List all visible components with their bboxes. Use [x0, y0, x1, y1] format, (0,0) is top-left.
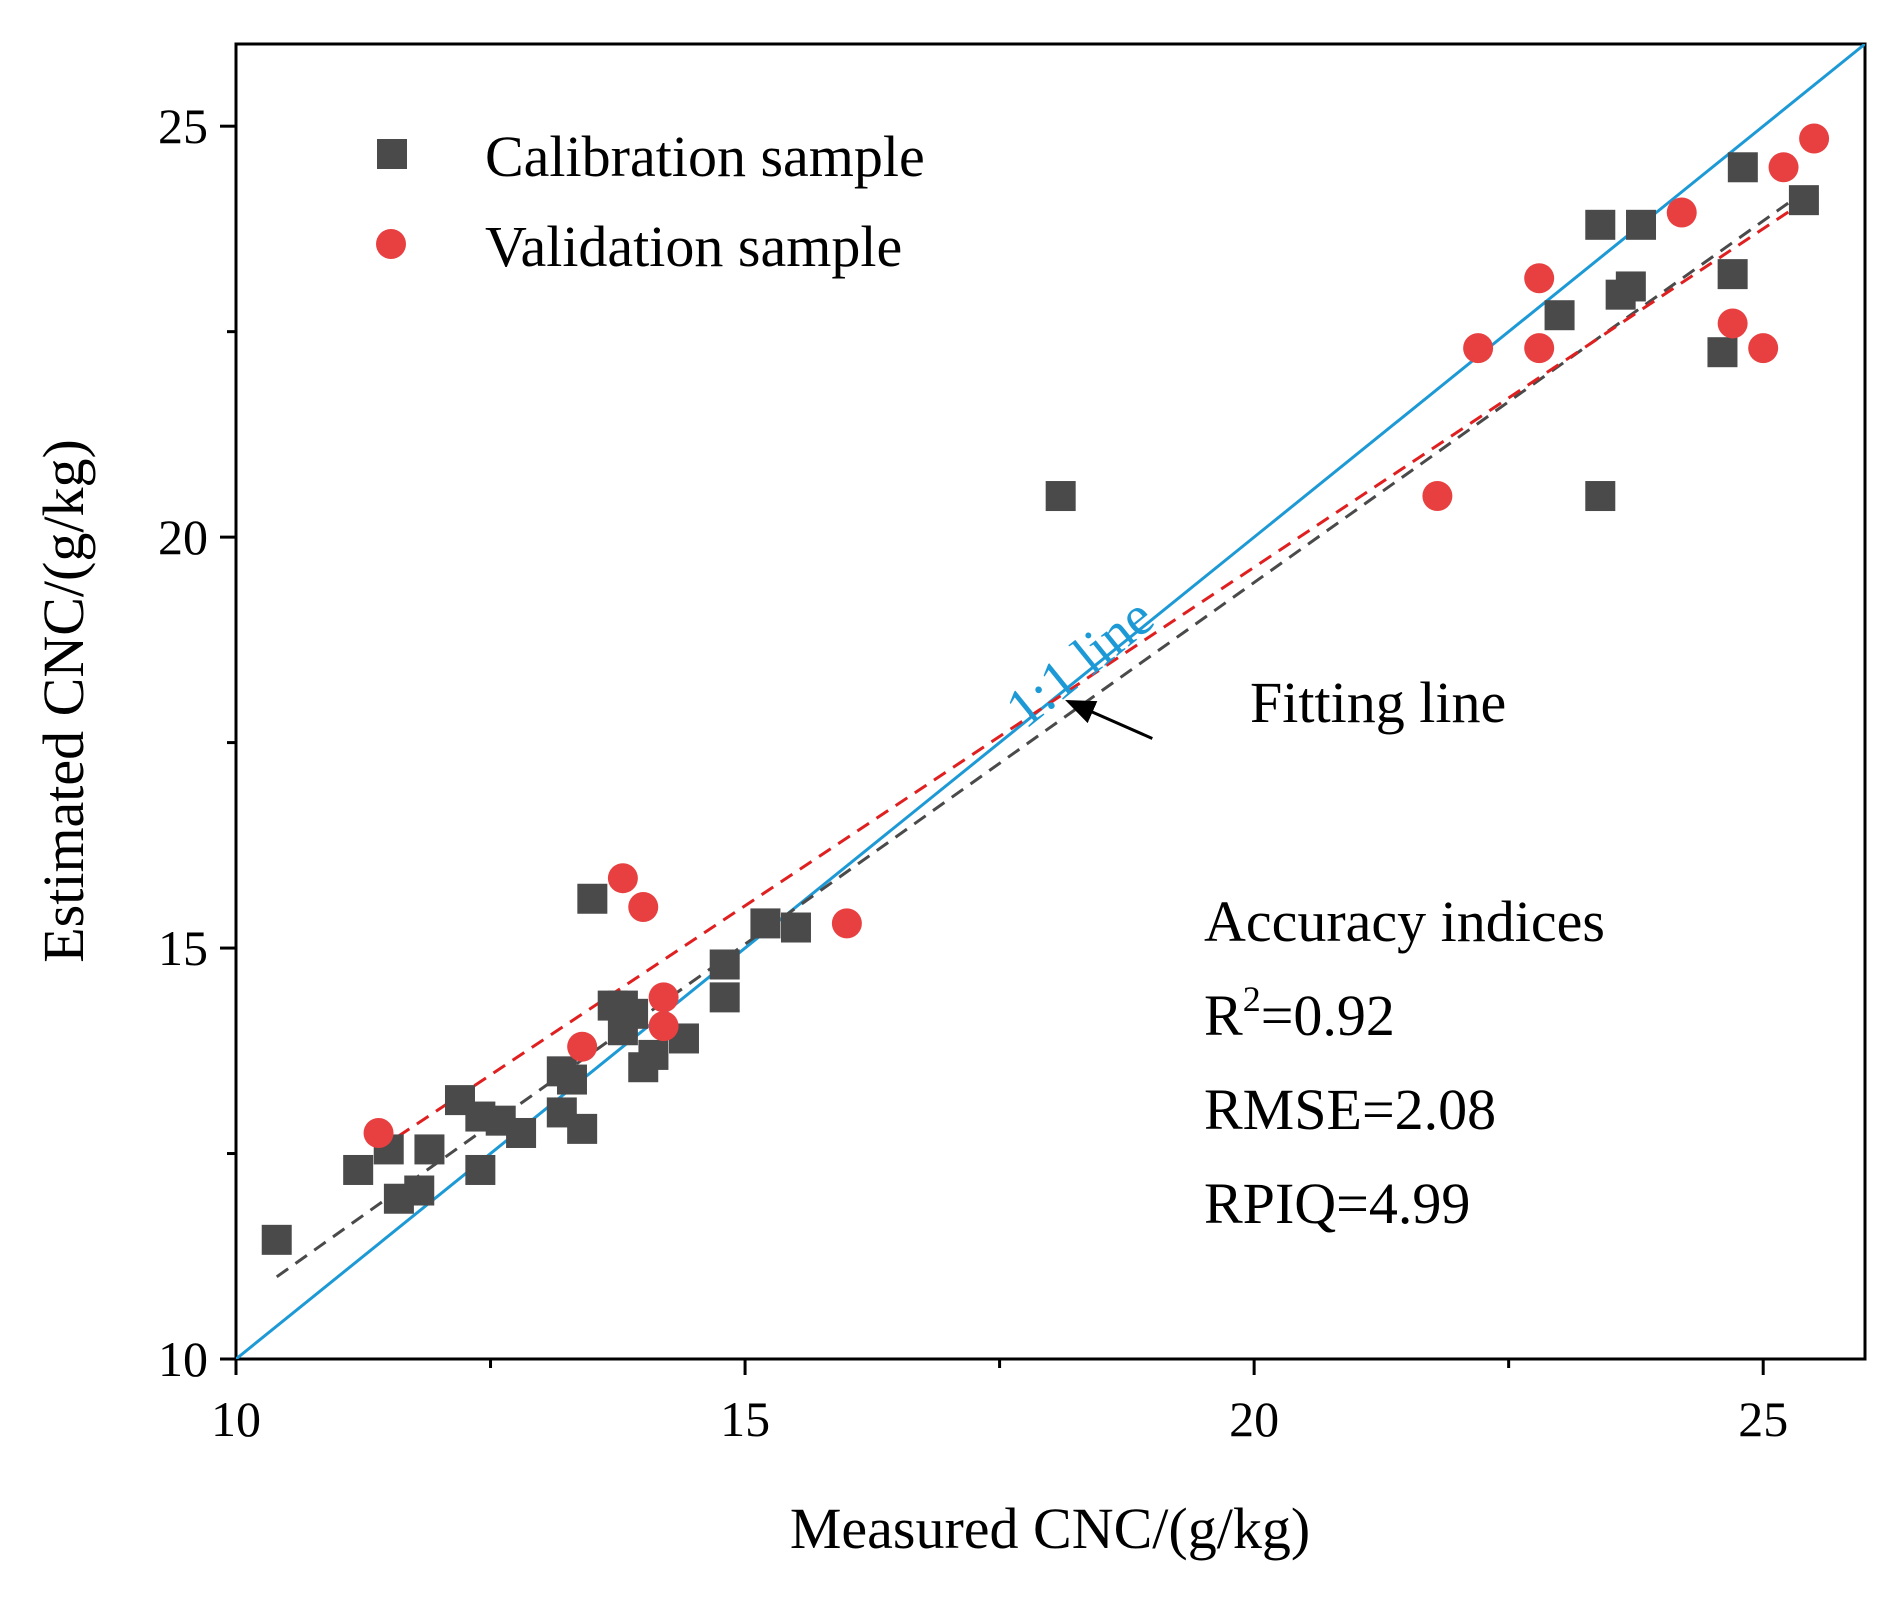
calibration-point [1615, 271, 1646, 302]
calibration-point [709, 949, 740, 980]
validation-point [1768, 152, 1799, 183]
calibration-point [465, 1154, 496, 1185]
calibration-point [1626, 209, 1657, 240]
validation-point [1717, 308, 1748, 339]
calibration-point [414, 1134, 445, 1165]
calibration-point [1788, 185, 1819, 216]
legend-validation-label: Validation sample [485, 214, 902, 279]
calibration-point [709, 982, 740, 1013]
calibration-point [1727, 152, 1758, 183]
calibration-point [556, 1064, 587, 1095]
plot-frame [234, 42, 1867, 1361]
legend: Calibration sample Validation sample [376, 124, 925, 279]
fitting-line-label: Fitting line [1250, 670, 1506, 735]
calibration-point [577, 883, 608, 914]
validation-point [1748, 333, 1779, 364]
y-tick-label: 20 [158, 509, 208, 565]
x-axis-label: Measured CNC/(g/kg) [790, 1496, 1310, 1561]
calibration-point [567, 1113, 598, 1144]
validation-point [607, 863, 638, 894]
x-tick-label: 10 [211, 1391, 261, 1447]
accuracy-r2-superscript: 2 [1243, 979, 1261, 1019]
validation-point [567, 1031, 598, 1062]
legend-calibration-marker [377, 139, 407, 169]
validation-point [1524, 263, 1555, 294]
validation-point [1799, 123, 1830, 154]
legend-calibration-label: Calibration sample [485, 124, 925, 189]
accuracy-title: Accuracy indices [1204, 889, 1605, 954]
y-axis-tick-labels: 10 15 20 25 [158, 98, 208, 1387]
series-points [261, 123, 1830, 1255]
validation-point [1422, 481, 1453, 512]
y-axis-label: Estimated CNC/(g/kg) [31, 439, 96, 963]
y-axis-ticks [220, 124, 236, 1361]
calibration-point [1585, 481, 1616, 512]
calibration-point [404, 1175, 435, 1206]
calibration-point [1707, 337, 1738, 368]
validation-point [1463, 333, 1494, 364]
validation-point [1524, 333, 1555, 364]
calibration-point [343, 1154, 374, 1185]
x-tick-label: 25 [1738, 1391, 1788, 1447]
accuracy-rpiq: RPIQ=4.99 [1204, 1171, 1470, 1236]
validation-point [648, 982, 679, 1013]
x-tick-label: 20 [1229, 1391, 1279, 1447]
validation-point [1666, 197, 1697, 228]
validation-point [831, 908, 862, 939]
calibration-point [506, 1117, 537, 1148]
validation-point [628, 891, 659, 922]
calibration-point [261, 1224, 292, 1255]
x-axis-tick-labels: 10 15 20 25 [211, 1391, 1788, 1447]
accuracy-r2-prefix: R [1204, 983, 1243, 1048]
y-tick-label: 15 [158, 920, 208, 976]
calibration-point [750, 908, 781, 939]
calibration-point [1544, 300, 1575, 331]
validation-point [363, 1117, 394, 1148]
calibration-point [780, 912, 811, 943]
calibration-point [638, 1039, 669, 1070]
accuracy-r2-value: =0.92 [1261, 983, 1395, 1048]
y-tick-label: 10 [158, 1331, 208, 1387]
calibration-fitting-line [275, 190, 1805, 1279]
x-axis-ticks [234, 1359, 1765, 1375]
accuracy-rmse: RMSE=2.08 [1204, 1077, 1496, 1142]
validation-point [648, 1011, 679, 1042]
legend-validation-marker [376, 229, 406, 259]
fitting-line-arrow [1065, 700, 1153, 740]
calibration-point [1045, 481, 1076, 512]
x-tick-label: 15 [720, 1391, 770, 1447]
y-tick-label: 25 [158, 98, 208, 154]
accuracy-indices: Accuracy indices R2=0.92 RMSE=2.08 RPIQ=… [1204, 889, 1605, 1236]
calibration-point [618, 998, 649, 1029]
accuracy-r2: R2=0.92 [1204, 979, 1395, 1048]
calibration-point [1585, 209, 1616, 240]
calibration-point [1717, 259, 1748, 290]
